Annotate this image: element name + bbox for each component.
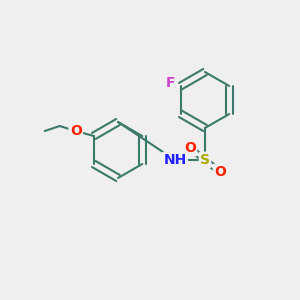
Text: O: O bbox=[184, 141, 196, 155]
Text: O: O bbox=[214, 165, 226, 179]
Text: O: O bbox=[70, 124, 82, 138]
Text: F: F bbox=[167, 77, 176, 91]
Text: F: F bbox=[166, 76, 175, 90]
Text: S: S bbox=[200, 153, 210, 167]
Text: NH: NH bbox=[164, 153, 187, 167]
